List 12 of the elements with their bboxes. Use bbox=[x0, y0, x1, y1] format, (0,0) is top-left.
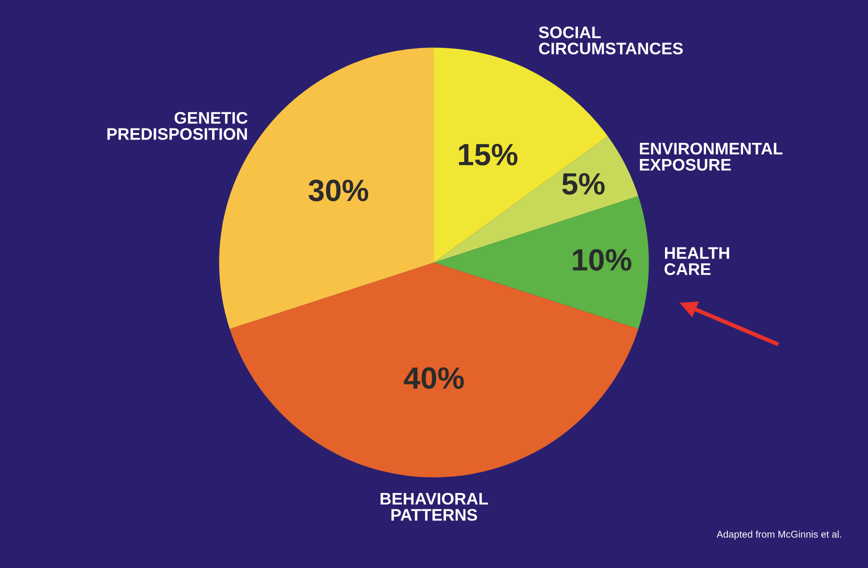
slice-label: SOCIAL CIRCUMSTANCES bbox=[538, 26, 683, 54]
pie-slice bbox=[434, 196, 649, 329]
data-label: 15% bbox=[458, 144, 518, 166]
slice-label: BEHAVIORAL PATTERNS bbox=[380, 492, 488, 521]
slice-label: GENETIC PREDISPOSITION bbox=[107, 112, 248, 140]
slice-label: ENVIRONMENTAL EXPOSURE bbox=[640, 142, 782, 171]
slice-label: HEALTH CARE bbox=[664, 247, 730, 276]
data-label: 5% bbox=[562, 173, 605, 195]
text: Adapted from McGinnis et al. bbox=[716, 530, 842, 540]
data-label: 40% bbox=[404, 367, 464, 389]
data-label: 30% bbox=[308, 180, 368, 202]
data-label: 10% bbox=[572, 249, 632, 271]
